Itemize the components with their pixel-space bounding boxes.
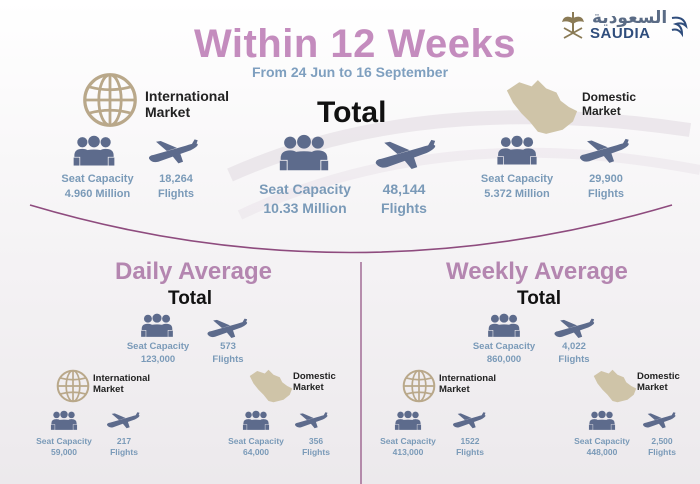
weekly-flights: 4,022 Flights	[558, 341, 590, 365]
people-icon	[72, 135, 116, 167]
page-title: Within 12 Weeks	[193, 22, 517, 66]
total-flights: 48,144 Flights	[381, 181, 427, 216]
airplane-icon	[293, 411, 329, 429]
people-icon	[50, 410, 78, 431]
weekly-domestic-title: Domestic Market	[637, 371, 680, 393]
daily-domestic-flights: 356 Flights	[302, 436, 330, 458]
page-subtitle: From 24 Jun to 16 September	[251, 64, 449, 80]
daily-international-flights: 217 Flights	[110, 436, 138, 458]
saudi-map-icon	[246, 367, 296, 405]
daily-international-seat-capacity: Seat Capacity 59,000	[36, 436, 92, 458]
people-icon	[394, 410, 422, 431]
domestic-title: Domestic Market	[582, 90, 637, 118]
saudi-map-icon	[500, 76, 584, 138]
people-icon	[487, 313, 521, 338]
daily-seat-capacity: Seat Capacity 123,000	[126, 341, 190, 365]
airplane-icon	[451, 411, 487, 429]
daily-flights: 573 Flights	[212, 341, 244, 365]
weekly-domestic-seat-capacity: Seat Capacity 448,000	[574, 436, 630, 458]
airplane-icon	[372, 138, 438, 170]
airplane-icon	[552, 317, 596, 339]
globe-icon	[82, 72, 138, 128]
saudia-logo-emblem-icon	[562, 12, 584, 39]
daily-domestic-title: Domestic Market	[293, 371, 336, 393]
daily-total-heading: Total	[168, 288, 212, 309]
people-icon	[588, 410, 616, 431]
logo-arabic: السعودية	[592, 8, 668, 27]
weekly-international-seat-capacity: Seat Capacity 413,000	[380, 436, 436, 458]
airplane-icon	[641, 411, 677, 429]
weekly-international-title: International Market	[439, 373, 497, 395]
people-icon	[140, 313, 174, 338]
airplane-icon	[577, 137, 631, 164]
globe-icon	[402, 369, 436, 403]
daily-domestic-seat-capacity: Seat Capacity 64,000	[228, 436, 284, 458]
weekly-average-title: Weekly Average	[446, 258, 628, 285]
weekly-seat-capacity: Seat Capacity 860,000	[472, 341, 536, 365]
international-seat-capacity: Seat Capacity 4.960 Million	[61, 173, 134, 200]
airplane-icon	[205, 317, 249, 339]
international-flights: 18,264 Flights	[157, 173, 195, 200]
airplane-icon	[105, 411, 141, 429]
weekly-domestic-flights: 2,500 Flights	[648, 436, 676, 458]
domestic-flights: 29,900 Flights	[587, 173, 625, 200]
saudi-map-icon	[590, 367, 640, 405]
domestic-seat-capacity: Seat Capacity 5.372 Million	[480, 173, 554, 200]
globe-icon	[56, 369, 90, 403]
people-icon	[278, 134, 330, 172]
people-icon	[242, 410, 270, 431]
weekly-international-flights: 1522 Flights	[456, 436, 484, 458]
total-seat-capacity: Seat Capacity 10.33 Million	[259, 181, 351, 216]
logo-english: SAUDIA	[590, 25, 651, 42]
people-icon	[496, 135, 538, 166]
weekly-total-heading: Total	[517, 288, 561, 309]
international-title: International Market	[145, 88, 230, 121]
palm-swords-icon	[671, 16, 688, 38]
section-divider-curve	[29, 204, 673, 254]
airplane-icon	[146, 137, 200, 165]
daily-international-title: International Market	[93, 373, 151, 395]
total-heading: Total	[317, 96, 387, 129]
daily-average-title: Daily Average	[115, 258, 272, 285]
